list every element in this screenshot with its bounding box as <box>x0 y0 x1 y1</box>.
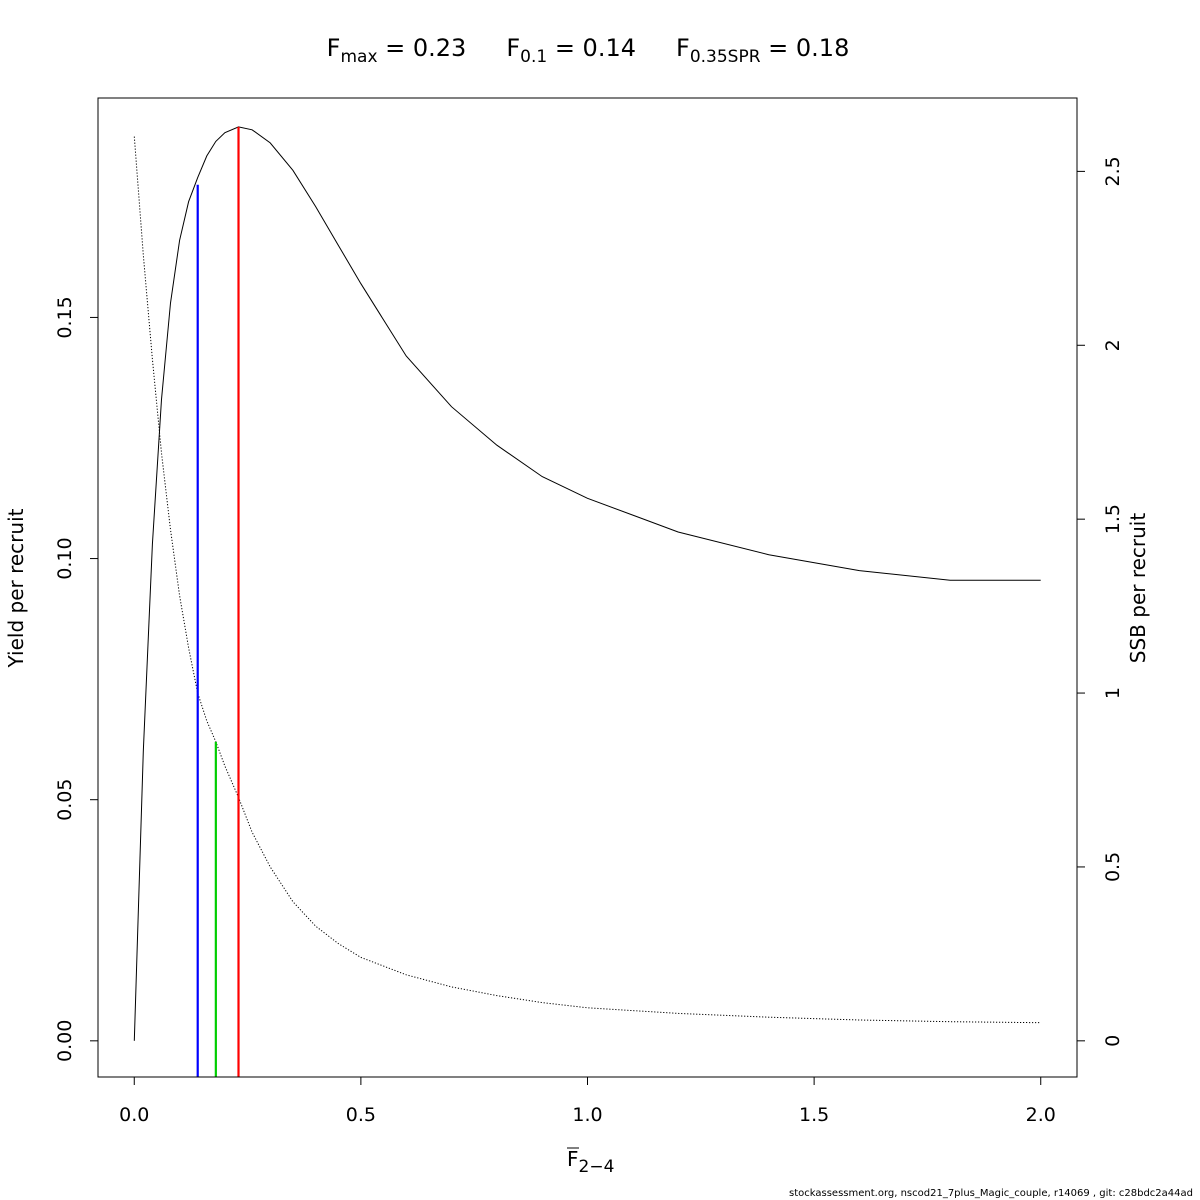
x-tick-label: 1.0 <box>572 1104 602 1126</box>
series-group <box>133 126 1041 1041</box>
chart-title-text: Fmax = 0.23 F0.1 = 0.14 F0.35SPR = 0.18 <box>327 34 850 67</box>
title-part-subscript: 0.35SPR <box>690 47 761 67</box>
y-right-tick-label: 0.5 <box>1102 852 1124 882</box>
title-part-value: = 0.23 <box>378 34 467 62</box>
y-axis-right: 0 0.5 1 1.5 2 2.5 <box>1077 156 1124 1047</box>
y-right-tick-label: 1.5 <box>1102 504 1124 534</box>
title-part: F <box>506 34 520 62</box>
x-axis-label-text: F2−4 <box>567 1147 614 1177</box>
y-right-tick-label: 2.5 <box>1102 156 1124 186</box>
title-part-subscript: max <box>340 47 377 67</box>
x-tick-label: 1.5 <box>799 1104 829 1126</box>
y-right-tick-label: 0 <box>1102 1035 1124 1047</box>
x-axis-label-subscript: 2−4 <box>579 1157 615 1177</box>
x-tick-label: 0.5 <box>346 1104 376 1126</box>
title-part-value: = 0.14 <box>547 34 636 62</box>
x-tick-label: 2.0 <box>1026 1104 1056 1126</box>
x-axis-label-main: F <box>567 1147 579 1171</box>
x-axis: 0.0 0.5 1.0 1.5 2.0 <box>119 1076 1056 1126</box>
y-left-tick-label: 0.05 <box>54 779 76 821</box>
reference-lines <box>196 126 240 1077</box>
yield-per-recruit-line <box>133 126 1041 1041</box>
x-axis-label: F2−4 <box>567 1147 614 1177</box>
x-tick-label: 0.0 <box>119 1104 149 1126</box>
title-part: F <box>676 34 690 62</box>
footer-credit: stockassessment.org, nscod21_7plus_Magic… <box>789 1188 1193 1199</box>
plot-frame <box>97 97 1078 1078</box>
y-left-tick-label: 0.10 <box>54 537 76 579</box>
y-axis-right-label: SSB per recruit <box>1126 513 1150 664</box>
chart-title: Fmax = 0.23 F0.1 = 0.14 F0.35SPR = 0.18 <box>327 34 850 67</box>
y-axis-left-label: Yield per recruit <box>4 508 28 668</box>
y-axis-left: 0.00 0.05 0.10 0.15 <box>54 296 98 1062</box>
title-part-subscript: 0.1 <box>520 47 547 67</box>
y-right-tick-label: 2 <box>1102 339 1124 351</box>
title-part-value: = 0.18 <box>761 34 850 62</box>
ssb-per-recruit-line <box>133 136 1041 1024</box>
y-left-tick-label: 0.00 <box>54 1020 76 1062</box>
title-part: F <box>327 34 341 62</box>
y-left-tick-label: 0.15 <box>54 296 76 338</box>
y-right-tick-label: 1 <box>1102 687 1124 699</box>
